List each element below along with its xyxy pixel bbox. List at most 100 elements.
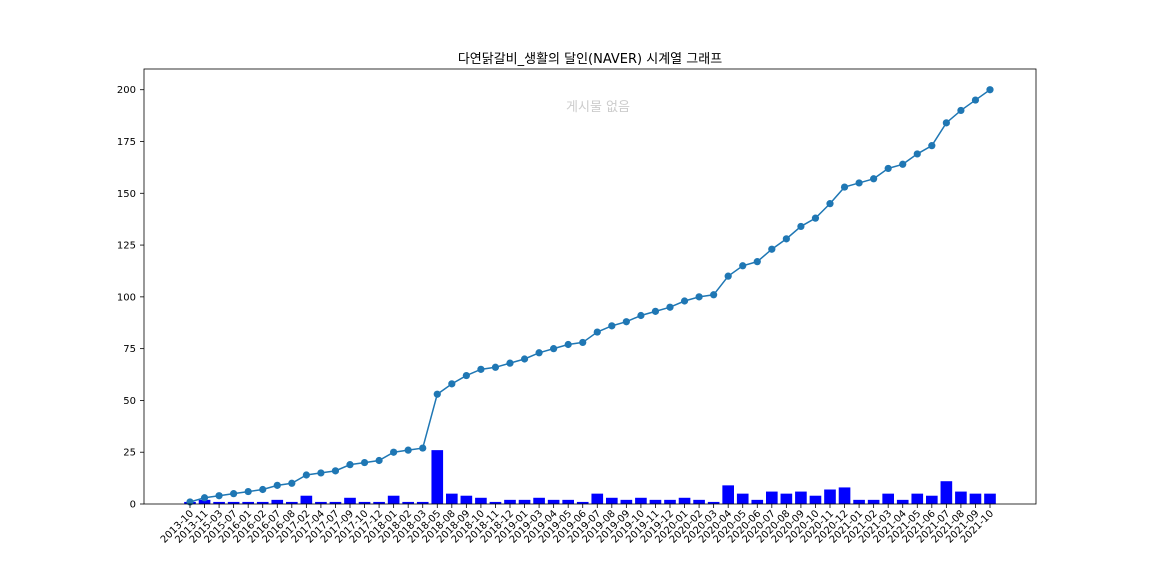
point-2018-01 [390,448,398,456]
point-2019-07 [593,328,601,336]
y-tick-label: 200 [117,85,136,96]
bar-2013-11 [198,499,211,504]
point-2019-01 [520,355,529,363]
bar-2021-02 [867,499,880,504]
bar-2017-12 [373,501,385,504]
y-tick-label: 75 [123,344,136,355]
bar-2018-12 [504,499,516,504]
point-2020-03 [710,291,718,299]
bar-2016-07 [271,499,284,504]
point-2019-09 [622,318,630,326]
bar-2019-11 [649,499,662,504]
point-2018-02 [404,446,412,454]
bar-2019-04 [547,499,560,504]
y-tick-label: 25 [123,448,136,459]
bar-2017-10 [358,501,371,504]
point-2016-08 [288,479,296,487]
point-2021-10 [986,86,994,94]
bar-2020-11 [824,489,836,504]
bar-2020-10 [809,495,822,504]
x-axis: 2013-102013-112015-032015-072016-012016-… [159,504,996,546]
bar-2020-05 [736,493,749,504]
point-2019-05 [564,340,572,349]
point-2021-05 [913,150,921,158]
point-2018-09 [462,371,470,380]
point-2021-04 [899,160,907,168]
point-2019-12 [666,303,674,311]
bar-2018-11 [489,501,502,504]
point-2021-07 [942,119,950,127]
bar-series [184,450,996,504]
bar-2019-12 [664,499,676,504]
point-2021-09 [971,96,980,104]
point-2017-02 [302,471,310,479]
point-2017-04 [317,469,325,477]
point-2018-12 [506,359,514,367]
point-2018-08 [448,380,456,388]
point-2020-12 [840,183,849,191]
point-2019-11 [651,307,660,315]
point-2019-04 [550,345,558,353]
point-2021-01 [855,179,863,187]
y-tick-label: 175 [117,137,136,148]
y-tick-label: 50 [123,396,136,407]
bar-2019-05 [562,499,574,504]
point-2020-05 [739,262,747,270]
bar-2020-03 [707,501,720,504]
bar-2019-03 [533,497,545,504]
point-2017-12 [375,456,383,465]
y-tick-label: 125 [117,241,136,252]
bar-2017-04 [315,501,327,504]
bar-2018-08 [446,493,458,504]
point-2015-03 [215,492,223,500]
point-2021-02 [870,175,878,183]
bar-2019-06 [576,501,589,504]
point-2018-11 [491,363,500,371]
plot-frame [143,68,1037,505]
point-2018-03 [419,444,427,452]
bar-2019-08 [606,497,618,504]
point-2016-07 [273,481,281,489]
y-axis: 0 25 50 75 100 125 150 175 200 [117,85,144,511]
point-2019-03 [535,349,543,357]
point-2017-09 [346,461,354,469]
point-2020-01 [680,297,689,305]
bar-2021-07 [940,481,953,504]
bar-2020-06 [751,499,764,504]
bar-2020-07 [766,491,778,504]
bar-2017-07 [329,501,342,504]
bar-2016-08 [286,501,298,504]
point-2015-07 [230,490,238,498]
point-2016-01 [244,487,252,496]
y-tick-label: 100 [117,292,136,303]
bar-2015-07 [227,501,240,504]
point-2020-08 [782,235,790,243]
bar-2017-09 [344,497,356,504]
bar-2020-04 [722,485,734,504]
point-2021-06 [928,142,936,150]
bar-2021-01 [853,499,865,504]
point-2020-06 [753,258,761,266]
point-2020-07 [768,245,776,253]
bar-2018-05 [431,450,444,504]
point-2018-05 [433,390,441,398]
bar-2021-10 [984,493,996,504]
point-2013-11 [200,494,209,502]
bar-2019-10 [635,497,647,504]
no-posts-annotation: 게시물 없음 [566,100,630,115]
bar-2021-03 [882,493,894,504]
point-2020-02 [695,293,703,301]
point-2017-07 [331,467,340,475]
bar-2017-02 [300,495,313,504]
point-2017-10 [360,458,369,467]
bar-2019-09 [620,499,633,504]
bar-2019-07 [591,493,604,504]
bar-2021-09 [969,493,982,504]
bar-2020-08 [780,493,793,504]
point-2019-08 [608,322,616,330]
bar-2018-01 [387,495,400,504]
bar-2018-02 [402,501,414,504]
bar-2021-06 [926,495,938,504]
